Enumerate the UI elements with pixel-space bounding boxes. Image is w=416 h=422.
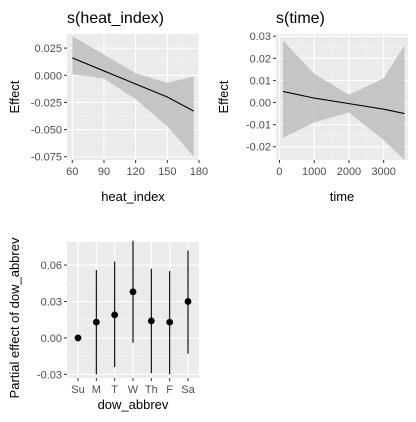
heat-index-ylabel: Effect — [7, 80, 22, 113]
heat-index-smooth-line — [72, 57, 194, 112]
heat-index-y-tick-label: -0.050 — [31, 125, 62, 137]
dow-x-tick-label: W — [128, 384, 139, 396]
dow-point — [129, 288, 137, 296]
time-x-tick-label: 1000 — [302, 166, 326, 178]
time-smooth-line — [282, 90, 405, 115]
dow-tick-labels: 0.06 0.03 0.00 -0.03 Su M T W Th F Sa — [37, 260, 196, 396]
time-xlabel: time — [330, 189, 355, 204]
time-ylabel: Effect — [216, 80, 231, 113]
dow-point — [147, 317, 155, 325]
heat-index-x-tick-label: 60 — [66, 166, 78, 178]
dow-x-tick-label: Sa — [181, 384, 195, 396]
dow-point — [92, 318, 100, 326]
heat-index-x-tick-label: 150 — [158, 166, 176, 178]
dow-ylabel: Partial effect of dow_abbrev — [7, 237, 22, 398]
heat-index-tick-labels: 60 90 120 150 180 0.025 0.000 -0.025 -0.050 -0.07… — [31, 43, 208, 178]
dow-xlabel: dow_abbrev — [98, 397, 169, 412]
time-tick-labels: 0 1000 2000 3000 0.03 0.02 0.01 0.00 -0.01 -0.02 — [246, 31, 396, 178]
time-x-tick-label: 2000 — [337, 166, 361, 178]
time-y-tick-label: 0.01 — [250, 75, 271, 87]
heat-index-y-tick-label: 0.025 — [34, 43, 62, 55]
dow-point — [184, 298, 192, 305]
dow-x-tick-label: Su — [71, 384, 84, 396]
dow-chart: dow_abbrev Partial effect of dow_abbrev … — [7, 237, 199, 412]
heat-index-confidence-band — [72, 36, 194, 157]
time-chart: s(time) time Effect 0 1000 2000 3000 0.03 0.0… — [216, 10, 408, 204]
dow-point — [111, 311, 119, 319]
time-confidence-band — [282, 40, 405, 161]
time-y-tick-label: -0.01 — [246, 120, 271, 132]
time-y-tick-label: 0.00 — [250, 98, 271, 110]
dow-y-tick-label: 0.03 — [41, 297, 62, 309]
heat-index-xlabel: heat_index — [101, 189, 165, 204]
time-x-tick-label: 3000 — [371, 166, 395, 178]
dow-point — [74, 334, 82, 342]
dow-y-tick-label: 0.00 — [41, 333, 62, 345]
heat-index-chart: s(heat_index) heat_index Effect 60 90 120 1… — [7, 10, 208, 204]
heat-index-x-tick-label: 120 — [126, 166, 144, 178]
heat-index-y-tick-label: -0.075 — [31, 152, 62, 164]
heat-index-y-tick-label: -0.025 — [31, 97, 62, 109]
heat-index-chart-title: s(heat_index) — [67, 10, 164, 27]
dow-x-tick-label: F — [166, 384, 173, 396]
time-chart-title: s(time) — [276, 10, 325, 27]
dow-y-tick-label: -0.03 — [37, 369, 62, 381]
heat-index-marks — [72, 36, 194, 157]
dow-x-tick-label: Th — [145, 384, 158, 396]
dow-point — [166, 318, 174, 326]
time-y-tick-label: 0.02 — [250, 53, 271, 65]
time-marks — [282, 40, 405, 161]
time-x-tick-label: 0 — [276, 166, 282, 178]
dow-x-tick-label: M — [92, 384, 101, 396]
heat-index-x-tick-label: 90 — [98, 166, 110, 178]
heat-index-y-tick-label: 0.000 — [34, 70, 62, 82]
dow-y-tick-label: 0.06 — [41, 260, 62, 272]
dow-x-tick-label: T — [111, 384, 118, 396]
heat-index-x-tick-label: 180 — [190, 166, 208, 178]
dow-marks — [74, 240, 192, 375]
time-y-tick-label: 0.03 — [250, 31, 271, 43]
time-y-tick-label: -0.02 — [246, 142, 271, 154]
